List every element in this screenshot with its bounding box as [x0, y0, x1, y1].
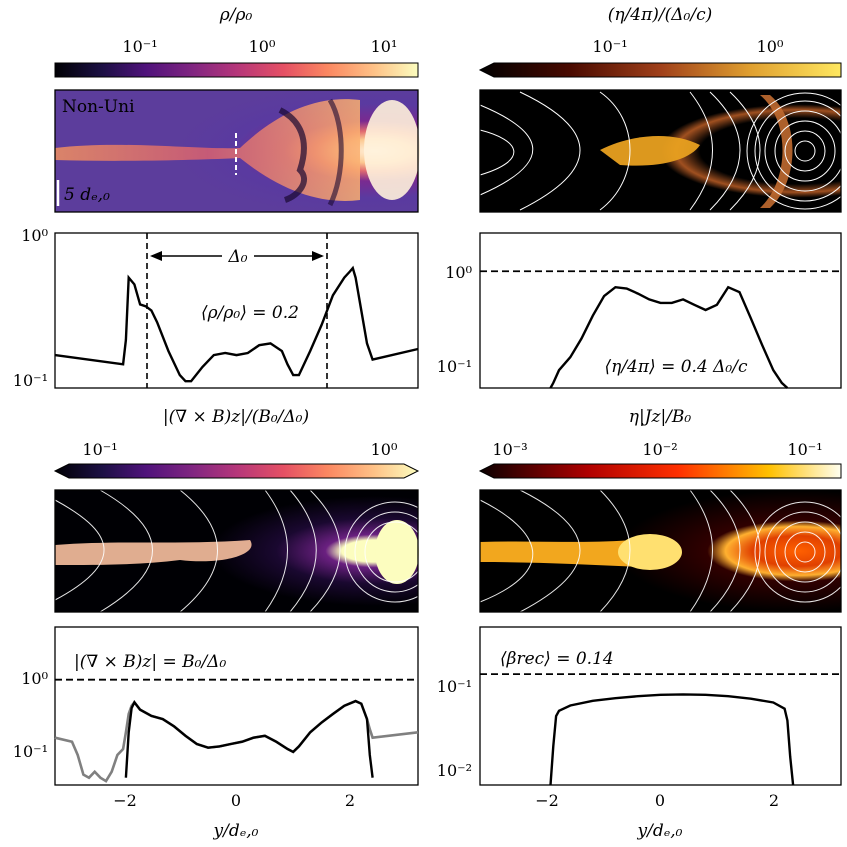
efield-xtick-2: 0: [655, 791, 665, 810]
efield-cbar-tick-3: 10⁻¹: [787, 440, 822, 459]
efield-xlabel: y/dₑ,₀: [636, 821, 682, 841]
density-colorbar: [54, 62, 419, 78]
current-panel: |(∇ × B)z|/(B₀/Δ₀) 10⁻¹ 10⁰ 10⁰ 10⁻¹ |(∇…: [13, 407, 446, 841]
eta-map: [479, 89, 847, 213]
curl-xtick-3: 2: [345, 791, 355, 810]
eta-axes: [479, 232, 842, 389]
curl-xtick-2: 0: [231, 791, 241, 810]
efield-average-label: ⟨βrec⟩ = 0.14: [500, 649, 614, 669]
eta-colorbar: [478, 62, 842, 78]
electric-panel: η|Jz|/B₀ 10⁻³ 10⁻² 10⁻¹ 10⁻¹ 10⁻² ⟨βrec⟩…: [437, 407, 847, 841]
eta-curve: [549, 285, 789, 389]
eta-cbar-tick-2: 10⁰: [757, 37, 784, 56]
density-ytick-2: 10⁻¹: [13, 371, 48, 390]
density-cbar-tick-1: 10⁻¹: [122, 37, 157, 56]
curl-map: [54, 489, 446, 613]
density-colorbar-label: ρ/ρ₀: [219, 5, 253, 25]
density-curve: [54, 265, 419, 383]
curl-xlabel: y/dₑ,₀: [212, 821, 258, 841]
efield-colorbar-label: η|Jz|/B₀: [629, 407, 692, 427]
density-cbar-tick-3: 10¹: [371, 37, 398, 56]
efield-xtick-3: 2: [769, 791, 779, 810]
density-scalebar-label: 5 dₑ,₀: [64, 185, 110, 205]
curl-axes: [54, 626, 419, 786]
curl-colorbar: [53, 463, 420, 479]
curl-cbar-tick-2: 10⁰: [371, 440, 398, 459]
efield-cbar-tick-2: 10⁻²: [642, 440, 677, 459]
efield-cbar-tick-1: 10⁻³: [492, 440, 527, 459]
efield-axes: [479, 626, 842, 786]
efield-ytick-2: 10⁻²: [437, 761, 472, 780]
eta-average-label: ⟨η/4π⟩ = 0.4 Δ₀/c: [605, 357, 748, 377]
eta-colorbar-label: (η/4π)/(Δ₀/c): [608, 5, 713, 25]
density-cbar-tick-2: 10⁰: [249, 37, 276, 56]
eta-ytick-2: 10⁻¹: [437, 357, 472, 376]
eta-cbar-tick-1: 10⁻¹: [592, 37, 627, 56]
density-ytick-1: 10⁰: [21, 226, 48, 245]
efield-map: [479, 489, 847, 613]
eta-ytick-1: 10⁰: [445, 263, 472, 282]
curl-colorbar-label: |(∇ × B)z|/(B₀/Δ₀): [163, 407, 309, 427]
curl-hline-label: |(∇ × B)z| = B₀/Δ₀: [74, 652, 226, 672]
curl-cbar-tick-1: 10⁻¹: [82, 440, 117, 459]
curl-xtick-1: −2: [113, 791, 137, 810]
curl-ytick-2: 10⁻¹: [13, 742, 48, 761]
resistivity-panel: (η/4π)/(Δ₀/c) 10⁻¹ 10⁰ 10⁰ 10⁻¹ ⟨η/4π⟩ =…: [437, 5, 847, 389]
density-panel: ρ/ρ₀ 10⁻¹ 10⁰ 10¹ Non-Uni 5 dₑ,₀ 10⁰ 10⁻…: [13, 5, 420, 390]
efield-xtick-1: −2: [535, 791, 559, 810]
density-map-label: Non-Uni: [62, 97, 135, 117]
density-map: Non-Uni 5 dₑ,₀: [54, 89, 420, 213]
delta-label: Δ₀: [227, 247, 247, 267]
curl-ytick-1: 10⁰: [21, 669, 48, 688]
delta-arrow: [150, 244, 324, 266]
density-axes: [54, 232, 419, 389]
efield-ytick-1: 10⁻¹: [437, 677, 472, 696]
efield-curve: [549, 693, 795, 786]
curl-curve: [124, 699, 374, 778]
efield-colorbar: [478, 463, 842, 479]
density-average-label: ⟨ρ/ρ₀⟩ = 0.2: [201, 303, 299, 323]
